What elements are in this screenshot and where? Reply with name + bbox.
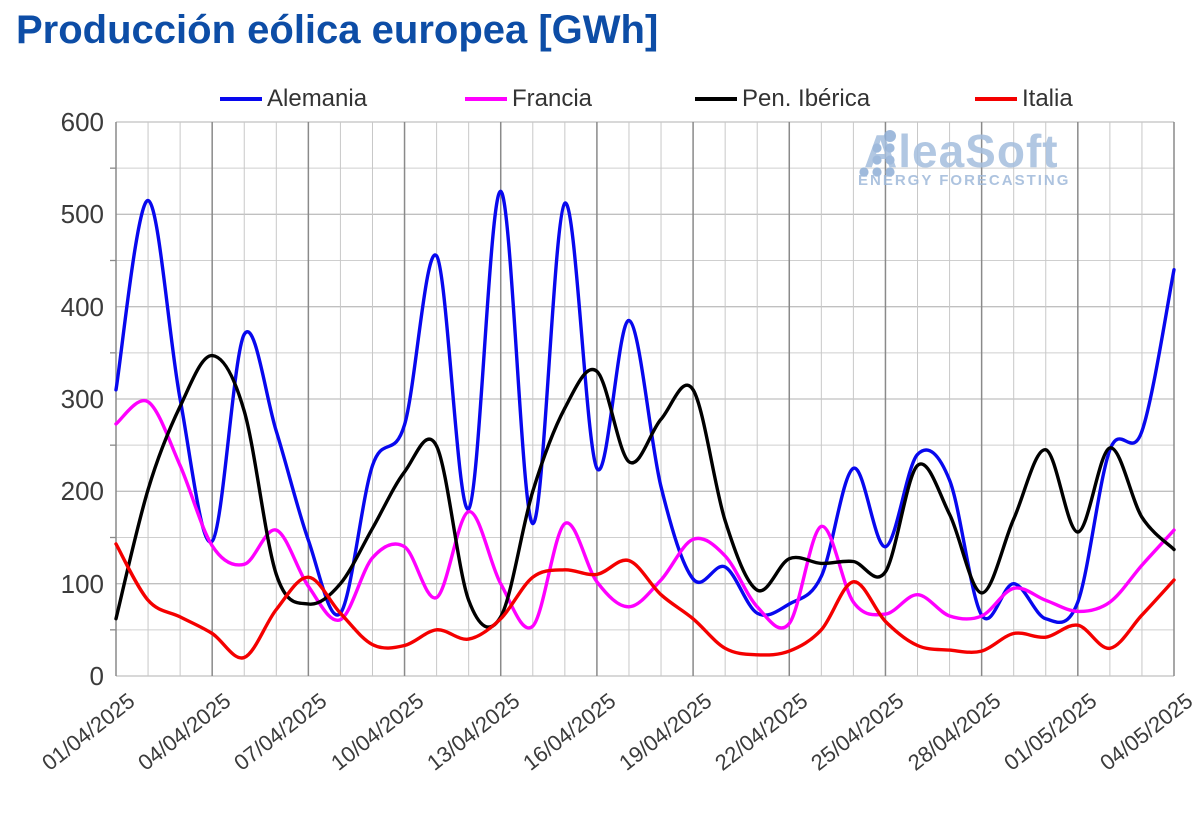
series-line-alemania xyxy=(114,189,1176,624)
watermark-dot xyxy=(885,155,895,165)
legend-label: Alemania xyxy=(267,85,368,112)
series-line-italia xyxy=(114,542,1176,660)
aleasoft-dots-icon xyxy=(859,130,896,177)
y-tick-label: 0 xyxy=(89,661,104,691)
watermark-dot xyxy=(859,167,869,177)
aleasoft-logo-text: AleaSoft xyxy=(864,125,1059,177)
watermark-dot xyxy=(885,143,895,153)
legend-line-swatch xyxy=(465,97,507,101)
chart-title: Producción eólica europea [GWh] xyxy=(16,8,659,52)
legend-item-alemania: Alemania xyxy=(220,86,367,112)
legend-label: Pen. Ibérica xyxy=(742,85,871,112)
legend-item-italia: Italia xyxy=(975,86,1073,112)
legend-line-swatch xyxy=(220,97,262,101)
watermark-dot xyxy=(872,155,882,165)
series-line-francia xyxy=(114,398,1176,630)
legend-item-francia: Francia xyxy=(465,86,592,112)
watermark-dot xyxy=(885,167,895,177)
y-tick-label: 100 xyxy=(60,568,104,599)
y-tick-label: 200 xyxy=(60,476,104,507)
legend-label: Italia xyxy=(1022,85,1073,112)
legend-line-swatch xyxy=(975,97,1017,101)
legend-item-pen-ib-rica: Pen. Ibérica xyxy=(695,86,870,112)
watermark-dot xyxy=(872,167,882,177)
legend-line-swatch xyxy=(695,97,737,101)
y-tick-label: 600 xyxy=(60,107,104,137)
legend-label: Francia xyxy=(512,85,593,112)
y-tick-label: 500 xyxy=(60,199,104,230)
watermark-dot xyxy=(872,143,882,153)
aleasoft-logo-subtitle: ENERGY FORECASTING xyxy=(858,172,1071,189)
series-line-pen-ib-rica xyxy=(114,353,1176,629)
watermark-dot xyxy=(884,130,896,142)
y-tick-label: 400 xyxy=(60,291,104,322)
y-tick-label: 300 xyxy=(60,384,104,414)
aleasoft-watermark: AleaSoft ENERGY FORECASTING xyxy=(858,128,1070,189)
